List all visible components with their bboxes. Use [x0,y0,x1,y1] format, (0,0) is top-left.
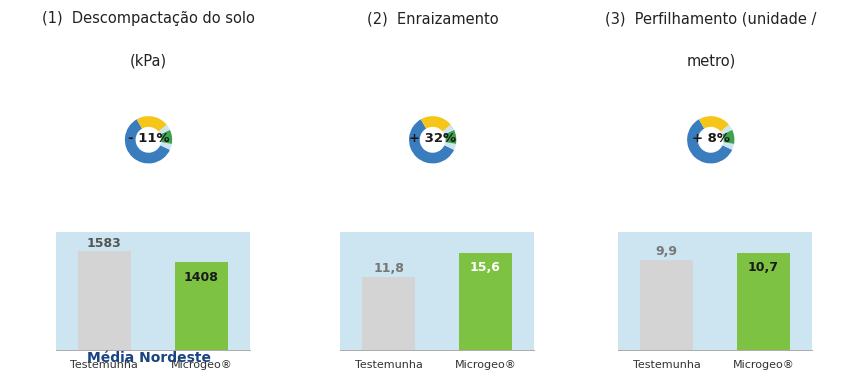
Text: (2)  Enraizamento: (2) Enraizamento [367,11,499,26]
Bar [77,251,131,350]
Bar [362,277,415,350]
Wedge shape [721,124,732,134]
Wedge shape [409,119,454,164]
Wedge shape [722,130,734,144]
Bar [459,253,512,350]
Wedge shape [137,116,167,131]
Wedge shape [699,116,729,131]
Text: 1583: 1583 [87,237,121,250]
Text: + 32%: + 32% [409,132,456,145]
Wedge shape [443,124,454,134]
Text: - 11%: - 11% [127,132,170,145]
Text: 1408: 1408 [183,271,219,284]
Wedge shape [421,116,451,131]
Wedge shape [444,142,456,150]
Wedge shape [160,142,172,150]
Wedge shape [687,119,732,164]
Text: metro): metro) [686,54,735,69]
Text: 11,8: 11,8 [373,262,404,275]
Text: (1)  Descompactação do solo: (1) Descompactação do solo [42,11,255,26]
Wedge shape [158,124,170,134]
Wedge shape [160,130,172,144]
Bar [737,252,790,350]
Bar [175,262,228,350]
Wedge shape [722,142,734,150]
Wedge shape [125,119,170,164]
Bar [640,260,693,350]
Text: 9,9: 9,9 [655,245,678,258]
Text: (3)  Perfilhamento (unidade /: (3) Perfilhamento (unidade / [605,11,816,26]
Text: 15,6: 15,6 [470,261,501,274]
Text: Média Nordeste: Média Nordeste [86,350,211,365]
Text: 10,7: 10,7 [748,261,779,274]
Wedge shape [444,130,456,144]
Text: + 8%: + 8% [691,132,730,145]
Text: (kPa): (kPa) [130,54,167,69]
